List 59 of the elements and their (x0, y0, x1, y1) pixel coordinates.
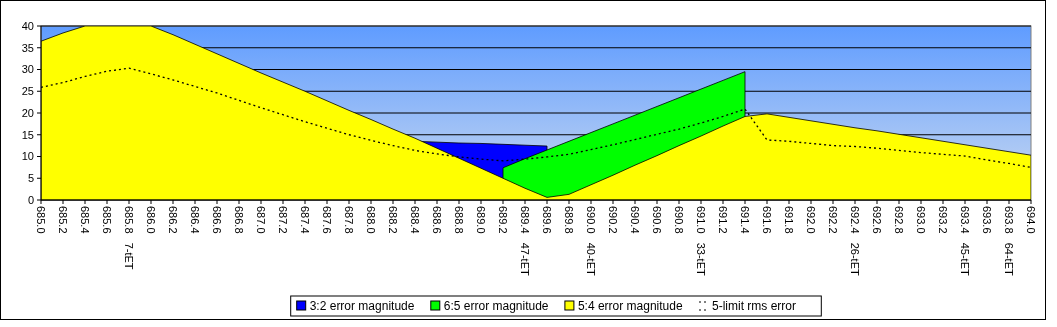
legend-label: 3:2 error magnitude (309, 299, 415, 314)
x-tick-label: 694.0 (1025, 206, 1038, 234)
x-tick-label: 692.2 (827, 206, 840, 234)
x-tick-label: 693.0 (915, 206, 928, 234)
x-tick-label: 685.6 (101, 206, 114, 234)
x-tick-label: 685.4 (79, 206, 92, 234)
x-tick-label: 686.0 (145, 206, 158, 234)
x-tick-label: 685.8 7-tET (123, 206, 136, 270)
x-tick-label: 687.8 (343, 206, 356, 234)
x-tick-label: 692.8 (893, 206, 906, 234)
x-tick-label: 686.2 (167, 206, 180, 234)
x-tick-label: 692.0 (805, 206, 818, 234)
x-tick-label: 688.4 (409, 206, 422, 234)
y-tick-label: 35 (21, 41, 34, 54)
x-tick-label: 687.6 (321, 206, 334, 234)
x-tick-label: 689.0 (475, 206, 488, 234)
x-tick-label: 689.2 (497, 206, 510, 234)
y-tick-label: 15 (21, 128, 34, 141)
x-tick-label: 687.4 (299, 206, 312, 234)
x-tick-label: 693.8 64-tET (1003, 206, 1016, 276)
x-tick-label: 693.6 (981, 206, 994, 234)
legend-label: 5:4 error magnitude (577, 299, 683, 314)
x-tick-label: 686.8 (233, 206, 246, 234)
y-tick-label: 25 (21, 85, 34, 98)
x-tick-label: 690.8 (673, 206, 686, 234)
y-tick-label: 5 (27, 172, 34, 185)
x-tick-label: 686.6 (211, 206, 224, 234)
x-tick-label: 691.8 (783, 206, 796, 234)
x-tick-label: 685.0 (35, 206, 48, 234)
x-tick-label: 693.4 45-tET (959, 206, 972, 276)
x-tick-label: 692.6 (871, 206, 884, 234)
x-tick-label: 687.2 (277, 206, 290, 234)
x-tick-label: 688.0 (365, 206, 378, 234)
x-tick-label: 692.4 26-tET (849, 206, 862, 276)
x-tick-label: 690.2 (607, 206, 620, 234)
y-tick-label: 30 (21, 63, 34, 76)
x-tick-label: 688.6 (431, 206, 444, 234)
x-tick-label: 688.8 (453, 206, 466, 234)
x-tick-label: 688.2 (387, 206, 400, 234)
x-tick-label: 687.0 (255, 206, 268, 234)
x-tick-label: 691.2 (717, 206, 730, 234)
x-tick-label: 690.6 (651, 206, 664, 234)
x-tick-label: 689.4 47-tET (519, 206, 532, 276)
x-tick-label: 689.8 (563, 206, 576, 234)
y-tick-label: 0 (27, 193, 34, 206)
y-tick-label: 40 (21, 19, 34, 32)
x-tick-label: 691.4 (739, 206, 752, 234)
x-tick-label: 690.0 40-tET (585, 206, 598, 276)
x-tick-label: 686.4 (189, 206, 202, 234)
x-tick-label: 693.2 (937, 206, 950, 234)
y-tick-label: 20 (21, 106, 34, 119)
x-tick-label: 691.0 33-tET (695, 206, 708, 276)
y-tick-label: 10 (21, 150, 34, 163)
x-tick-label: 685.2 (57, 206, 70, 234)
legend-label: 5-limit rms error (712, 299, 796, 314)
x-tick-label: 691.6 (761, 206, 774, 234)
x-tick-label: 689.6 (541, 206, 554, 234)
x-tick-label: 690.4 (629, 206, 642, 234)
legend-label: 6:5 error magnitude (443, 299, 549, 314)
